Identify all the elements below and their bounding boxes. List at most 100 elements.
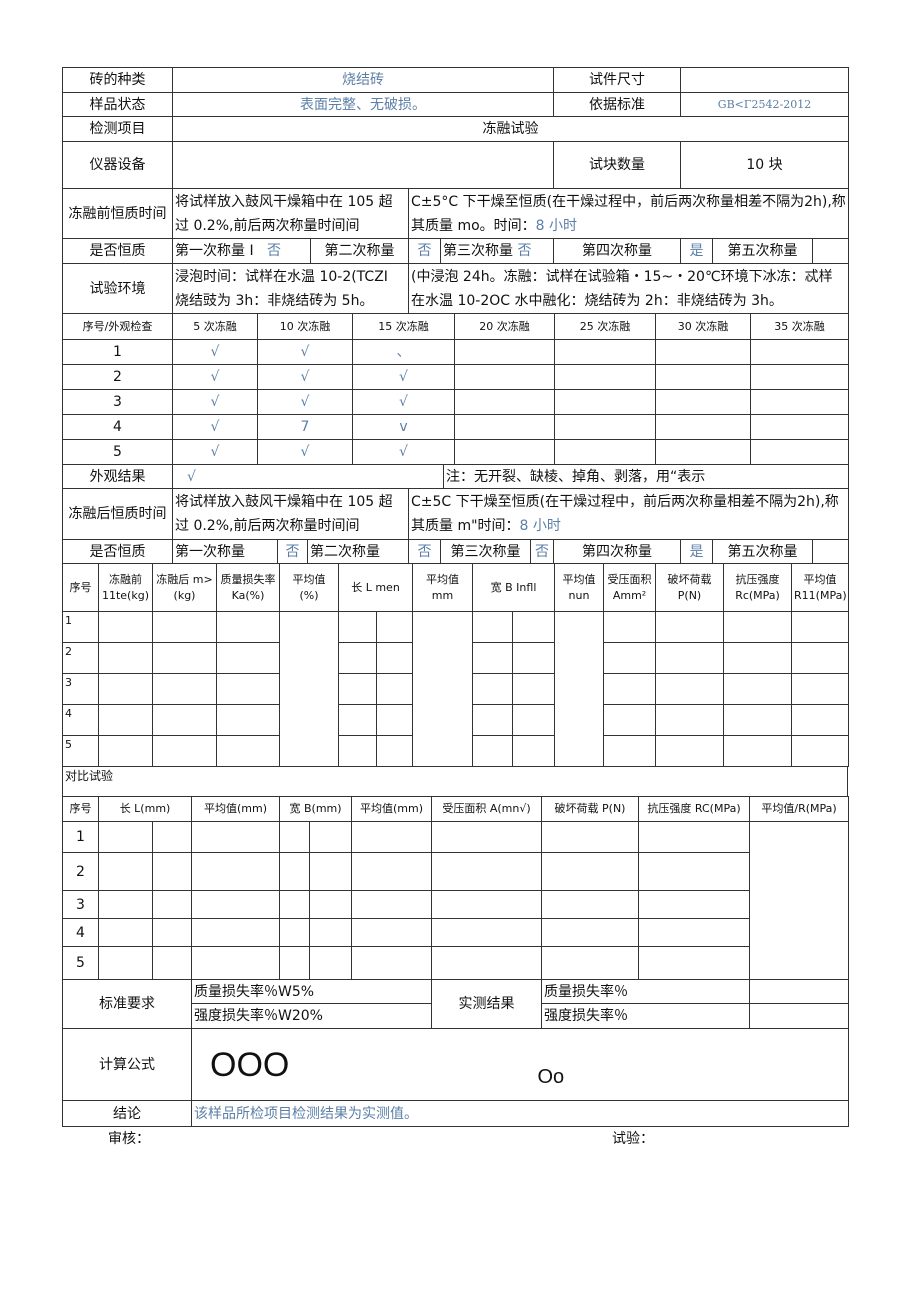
cell [351, 852, 433, 891]
cell: √ [257, 389, 353, 415]
cell [554, 389, 656, 415]
cell [749, 821, 850, 980]
table-row: 5 √ √ √ [62, 439, 849, 465]
cell [554, 364, 656, 390]
cell [191, 821, 281, 853]
column-header: 序号 [62, 796, 99, 822]
column-header: 破坏荷载 P(N) [541, 796, 640, 822]
label: 砖的种类 [62, 67, 173, 93]
column-header: 冻融后 m>(kg) [152, 563, 217, 612]
label: 计算公式 [62, 1028, 192, 1101]
cell [309, 918, 353, 947]
cell [431, 918, 543, 947]
value [749, 1003, 849, 1029]
cell [750, 364, 849, 390]
cell [655, 673, 725, 705]
cell [723, 673, 793, 705]
cell [638, 821, 751, 853]
label: 结论 [62, 1100, 192, 1127]
cell: 5 [62, 946, 99, 980]
appearance-result: √ [172, 464, 444, 489]
cell [454, 414, 555, 440]
cell [338, 735, 377, 767]
label: 样品状态 [62, 92, 173, 117]
weigh-1: 第一次称量 I 否 [172, 238, 311, 264]
cell [279, 946, 311, 980]
column-header: 受压面积 A(mn√) [431, 796, 543, 822]
column-header: 冻融前 11te(kg) [98, 563, 153, 612]
cell: 、 [352, 339, 455, 365]
cell [541, 918, 640, 947]
column-header: 序号 [62, 563, 99, 612]
cell [723, 704, 793, 736]
label: 标准要求 [62, 979, 192, 1029]
cell [603, 673, 657, 705]
cell: v [352, 414, 455, 440]
cell: 1 [62, 339, 173, 365]
column-header: 平均值(mm) [351, 796, 433, 822]
column-header: 抗压强度 RC(MPa) [638, 796, 751, 822]
cell [454, 339, 555, 365]
cell [454, 389, 555, 415]
cell [655, 611, 725, 643]
mass-loss-measured: 质量损失率％ [541, 979, 750, 1004]
cell: 7 [257, 414, 353, 440]
cell [216, 704, 280, 736]
cell: √ [257, 364, 353, 390]
cell [338, 673, 377, 705]
cell [375, 611, 414, 643]
label: 试件尺寸 [553, 67, 681, 93]
cell: 2 [62, 852, 99, 891]
cell [351, 821, 433, 853]
cell [750, 439, 849, 465]
cell [279, 821, 311, 853]
pre-text1: 将试样放入鼓风干燥箱中在 105 超过 0.2%,前后两次称量时间间 [172, 188, 409, 239]
cell: 2 [62, 642, 99, 674]
cell [338, 611, 377, 643]
cell [151, 821, 193, 853]
table-row: 5 [62, 735, 850, 767]
cell [351, 918, 433, 947]
column-header: 10 次冻融 [257, 313, 353, 340]
cell [191, 918, 281, 947]
column-header: 平均值 mm [412, 563, 474, 612]
cell [216, 673, 280, 705]
table-row: 1 [62, 821, 850, 980]
cell [603, 735, 657, 767]
cell [472, 735, 514, 767]
value [812, 539, 849, 564]
cell: √ [352, 364, 455, 390]
cell [351, 946, 433, 980]
cell [603, 611, 657, 643]
label: 试验环境 [62, 263, 173, 314]
cell [603, 704, 657, 736]
column-header: 受压面积 Amm² [603, 563, 657, 612]
cell: 1 [62, 821, 99, 853]
value: 否 [530, 539, 554, 564]
column-header: 平均值 (%) [279, 563, 339, 612]
cell [279, 890, 311, 919]
value: 否 [277, 539, 308, 564]
env-text1: 浸泡时间：试样在水温 10-2(TCZI 烧结豉为 3h：非烧结砖为 5h。 [172, 263, 409, 314]
cell [554, 339, 656, 365]
cell [750, 339, 849, 365]
cell [351, 890, 433, 919]
cell [152, 642, 217, 674]
cell [191, 852, 281, 891]
cell: 5 [62, 439, 173, 465]
count: 10 块 [680, 141, 849, 189]
cell [151, 918, 193, 947]
cell [750, 414, 849, 440]
formula-table: 计算公式 OOO Oo 结论 该样品所检项目检测结果为实测值。 [62, 1028, 849, 1127]
label: 依据标准 [553, 92, 681, 117]
cell [603, 642, 657, 674]
tester-signature: 试验： [612, 1131, 654, 1147]
cell [638, 946, 751, 980]
post-freeze-table: 冻融后恒质时间 将试样放入鼓风干燥箱中在 105 超过 0.2%,前后两次称量时间… [62, 488, 849, 540]
cell [375, 735, 414, 767]
cell [655, 735, 725, 767]
cell [309, 890, 353, 919]
mass-loss-req: 质量损失率％W5% [191, 979, 432, 1004]
cell [791, 642, 850, 674]
cell: 1 [62, 611, 99, 643]
